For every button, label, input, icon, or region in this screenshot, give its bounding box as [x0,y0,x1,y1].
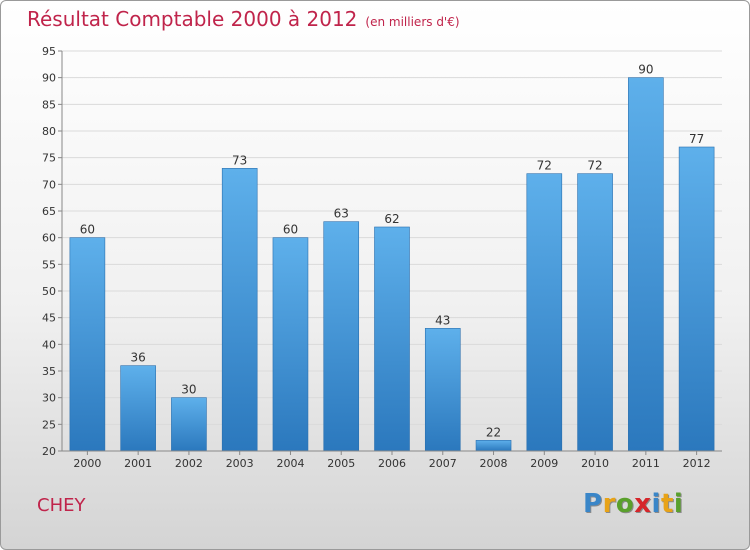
bar-2002 [171,397,207,452]
data-label-2006: 62 [384,212,399,226]
y-tick-label: 60 [42,232,56,245]
x-axis: 2000 2001 2002 2003 2004 2005 2006 2007 2008 2009… [62,450,722,470]
x-tick-label: 2011 [632,457,660,470]
data-label-2007: 43 [435,313,450,327]
x-tick-label: 2006 [378,457,406,470]
chart-title-text: Résultat Comptable 2000 à 2012 [27,7,358,31]
y-tick-label: 30 [42,392,56,405]
bar-2012 [678,146,715,452]
bar-2011 [628,77,664,452]
logo-letter: i [651,489,661,519]
y-tick-label: 65 [42,205,56,218]
x-tick-label: 2008 [480,457,508,470]
y-tick-label: 75 [42,152,56,165]
bar-2001 [120,365,156,452]
y-tick-label: 25 [42,418,56,431]
logo-letter: r [602,489,616,519]
data-label-2009: 72 [537,159,552,173]
chart-title: Résultat Comptable 2000 à 2012 (en millie… [27,7,460,31]
bar-2010 [577,173,613,452]
y-tick-label: 90 [42,72,56,85]
y-axis: 20 25 30 35 40 45 50 55 60 65 70 75 80 85 90 95 [42,45,63,458]
x-tick-label: 2009 [530,457,558,470]
bar-2009 [526,173,563,452]
data-label-2008: 22 [486,425,501,439]
data-label-2004: 60 [283,223,298,237]
y-tick-label: 55 [42,258,56,271]
logo-letter: P [583,489,603,519]
bars: 60 36 30 73 60 63 62 43 22 72 72 90 77 [69,63,715,452]
y-tick-label: 40 [42,338,56,351]
data-label-2001: 36 [131,351,146,365]
x-tick-label: 2001 [124,457,152,470]
data-label-2011: 90 [638,63,653,77]
logo-letter: o [615,489,635,519]
x-tick-label: 2007 [429,457,457,470]
proxiti-logo: Proxiti [583,489,683,519]
logo-letter: t [660,489,674,519]
bar-2006 [374,226,410,452]
x-tick-label: 2002 [175,457,203,470]
bar-2007 [424,328,461,452]
bar-2003 [221,168,258,452]
y-tick-label: 85 [42,98,56,111]
data-label-2012: 77 [689,132,704,146]
x-tick-label: 2003 [226,457,254,470]
y-tick-label: 70 [42,178,56,191]
x-tick-label: 2000 [73,457,101,470]
commune-name: CHEY [37,495,86,516]
data-label-2005: 63 [334,207,349,221]
y-tick-label: 95 [42,45,56,58]
bar-2005 [323,221,360,452]
y-tick-label: 35 [42,365,56,378]
data-label-2000: 60 [80,223,95,237]
y-tick-label: 20 [42,445,56,458]
x-tick-label: 2004 [276,457,304,470]
bar-2004 [272,237,309,452]
bar-2008 [475,440,512,452]
data-label-2010: 72 [587,159,602,173]
y-tick-label: 45 [42,312,56,325]
logo-letter: i [673,489,684,519]
data-label-2002: 30 [181,383,196,397]
bar-2000 [69,237,106,452]
data-label-2003: 73 [232,153,247,167]
chart-subtitle: (en milliers d'€) [365,15,460,29]
y-tick-label: 50 [42,285,56,298]
logo-letter: x [634,489,652,519]
x-tick-label: 2005 [327,457,355,470]
x-tick-label: 2010 [581,457,609,470]
x-tick-label: 2012 [683,457,711,470]
y-tick-label: 80 [42,125,56,138]
